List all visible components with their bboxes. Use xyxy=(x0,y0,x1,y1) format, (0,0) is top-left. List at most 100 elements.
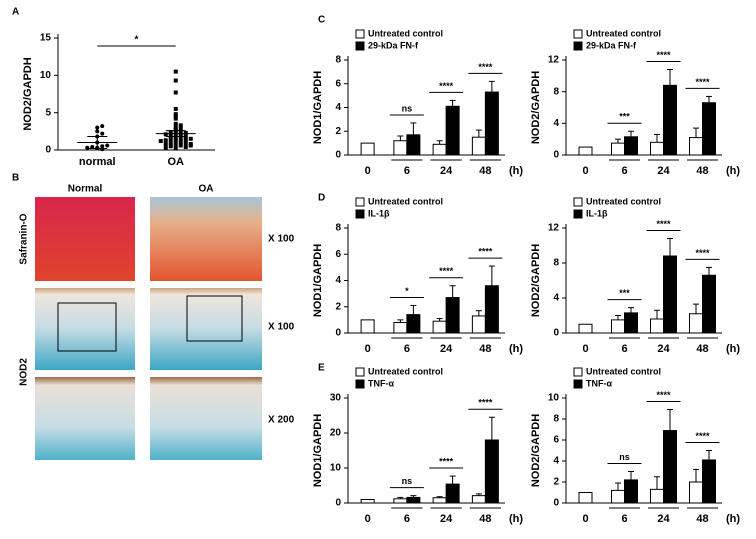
significance-label: **** xyxy=(695,248,710,258)
x-tick-label: 24 xyxy=(440,343,453,355)
bar xyxy=(360,499,375,504)
x-tick-label: 0 xyxy=(365,343,371,355)
y-tick-label: 2 xyxy=(553,477,559,488)
x-tick-label: normal xyxy=(79,156,116,168)
x-tick-label: 6 xyxy=(621,343,627,355)
data-point xyxy=(168,140,173,145)
bar xyxy=(689,313,703,334)
significance-label: **** xyxy=(695,431,710,441)
panel-label: D xyxy=(318,193,325,204)
x-tick-label: OA xyxy=(168,156,185,168)
data-point xyxy=(95,125,100,130)
y-tick-label: 8 xyxy=(553,414,559,425)
legend-swatch xyxy=(355,367,365,377)
significance-label: ns xyxy=(402,103,413,113)
bar xyxy=(432,320,447,334)
x-tick-label: 0 xyxy=(365,165,371,177)
x-tick-label: 48 xyxy=(696,165,708,177)
legend-swatch xyxy=(573,197,583,207)
y-tick-label: 10 xyxy=(548,393,560,404)
bar xyxy=(578,492,593,504)
bar xyxy=(689,481,703,504)
data-point xyxy=(163,142,168,147)
x-tick-label: 48 xyxy=(479,165,491,177)
bar xyxy=(445,297,460,334)
y-tick-label: 20 xyxy=(330,428,342,439)
bar xyxy=(624,136,638,156)
data-point xyxy=(173,114,178,119)
data-point xyxy=(173,78,178,83)
significance-label: **** xyxy=(478,246,493,256)
x-tick-label: 24 xyxy=(440,165,453,177)
histology-image xyxy=(150,288,262,370)
legend-label: Untreated control xyxy=(368,28,443,38)
data-point xyxy=(173,90,178,95)
legend-label: TNF-α xyxy=(368,378,394,388)
significance-label: **** xyxy=(656,219,671,229)
y-tick-label: 2 xyxy=(335,126,341,137)
legend-swatch xyxy=(573,209,583,219)
x-tick-label: 0 xyxy=(582,165,588,177)
bar xyxy=(432,143,447,156)
x-tick-label: 24 xyxy=(657,165,670,177)
data-point xyxy=(173,125,178,130)
legend-swatch xyxy=(355,379,365,389)
data-point xyxy=(178,136,183,141)
histology-image xyxy=(150,197,262,281)
data-point xyxy=(105,143,110,148)
data-point xyxy=(168,136,173,141)
y-tick-label: 15 xyxy=(40,33,52,44)
data-point xyxy=(168,130,173,135)
data-point xyxy=(173,139,178,144)
data-point xyxy=(183,145,188,150)
bar xyxy=(650,318,664,334)
data-point xyxy=(188,136,193,141)
legend-swatch xyxy=(355,29,365,39)
bar xyxy=(360,142,375,156)
y-axis-label: NOD2/GAPDH xyxy=(22,57,34,130)
y-tick-label: 0 xyxy=(553,328,559,339)
bar xyxy=(578,146,593,156)
y-axis-label: NOD2/GAPDH xyxy=(530,244,542,317)
bar xyxy=(406,496,421,504)
y-tick-label: 4 xyxy=(553,293,559,304)
x-tick-label: 48 xyxy=(479,513,491,525)
y-axis-label: NOD1/GAPDH xyxy=(312,414,324,487)
row-label: Safranin-O xyxy=(19,213,30,264)
y-tick-label: 4 xyxy=(553,456,559,467)
bar xyxy=(471,315,486,334)
column-label: Normal xyxy=(68,184,103,195)
legend-label: Untreated control xyxy=(368,196,443,206)
data-point xyxy=(100,131,105,136)
column-label: OA xyxy=(199,184,214,195)
bar xyxy=(406,134,421,156)
x-axis-label: (h) xyxy=(509,165,523,177)
y-tick-label: 6 xyxy=(335,249,341,260)
row-label: NOD2 xyxy=(19,358,30,386)
x-axis-label: (h) xyxy=(509,513,523,525)
y-tick-label: 4 xyxy=(553,118,559,129)
y-tick-label: 8 xyxy=(335,55,341,66)
panel-label: B xyxy=(12,173,19,184)
data-point xyxy=(183,137,188,142)
significance-label: **** xyxy=(439,266,454,276)
significance-label: * xyxy=(135,35,139,46)
histology-image xyxy=(35,288,135,370)
legend-label: Untreated control xyxy=(368,366,443,376)
data-point xyxy=(178,127,183,132)
significance-label: ns xyxy=(619,452,630,462)
data-point xyxy=(173,121,178,126)
bar xyxy=(393,322,408,334)
bar xyxy=(624,312,638,334)
bar xyxy=(360,319,375,334)
y-axis-label: NOD2/GAPDH xyxy=(530,71,542,144)
data-point xyxy=(178,123,183,128)
y-tick-label: 12 xyxy=(548,223,560,234)
legend-swatch xyxy=(573,29,583,39)
legend-label: 29-kDa FN-f xyxy=(586,40,637,50)
x-tick-label: 48 xyxy=(696,513,708,525)
magnification: X 100 xyxy=(268,322,295,333)
legend-label: IL-1β xyxy=(368,208,390,218)
y-tick-label: 8 xyxy=(553,86,559,97)
panel-label: A xyxy=(12,7,19,18)
